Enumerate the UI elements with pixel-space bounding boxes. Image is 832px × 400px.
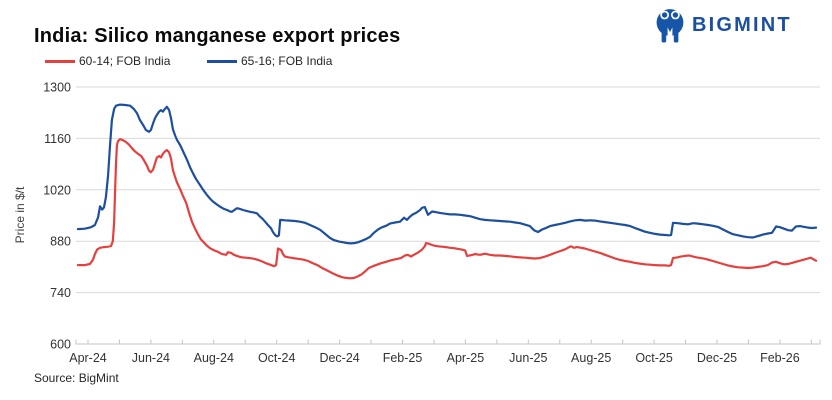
legend-label: 65-16; FOB India bbox=[241, 54, 333, 68]
y-tick-label: 1160 bbox=[44, 132, 71, 146]
x-tick-label: Feb-26 bbox=[760, 351, 800, 365]
page-title: India: Silico manganese export prices bbox=[34, 25, 401, 47]
chart-legend: 60-14; FOB India 65-16; FOB India bbox=[0, 53, 832, 69]
y-tick-label: 740 bbox=[50, 286, 71, 300]
source-note: Source: BigMint bbox=[34, 371, 119, 385]
x-tick-label: Dec-24 bbox=[319, 351, 359, 365]
x-tick-label: Apr-25 bbox=[447, 351, 485, 365]
x-tick-label: Jun-24 bbox=[132, 351, 170, 365]
y-tick-label: 880 bbox=[50, 235, 71, 249]
y-tick-label: 600 bbox=[50, 338, 71, 352]
bigmint-logo-icon bbox=[656, 9, 684, 45]
y-tick-label: 1020 bbox=[43, 183, 71, 197]
series-line-60-14 bbox=[76, 138, 818, 280]
x-tick-label: Oct-25 bbox=[635, 351, 673, 365]
legend-swatch-red-line bbox=[45, 59, 75, 63]
bigmint-logo: BIGMINT bbox=[653, 5, 792, 45]
x-tick-label: Dec-25 bbox=[697, 351, 737, 365]
x-tick-label: Oct-24 bbox=[258, 351, 296, 365]
y-axis-title: Price in $/t bbox=[13, 186, 27, 243]
x-tick-label: Aug-25 bbox=[571, 351, 611, 365]
legend-item-65-16: 65-16; FOB India bbox=[207, 53, 332, 69]
x-tick-label: Apr-24 bbox=[69, 351, 107, 365]
x-tick-label: Feb-25 bbox=[383, 351, 423, 365]
legend-label: 60-14; FOB India bbox=[79, 54, 171, 68]
legend-swatch-blue-line bbox=[207, 59, 237, 63]
x-tick-label: Jun-25 bbox=[509, 351, 547, 365]
legend-item-60-14: 60-14; FOB India bbox=[45, 53, 170, 69]
series-line-65-16 bbox=[76, 103, 818, 245]
bigmint-logo-text: BIGMINT bbox=[692, 13, 792, 36]
y-tick-label: 1300 bbox=[43, 81, 71, 95]
x-tick-label: Aug-24 bbox=[194, 351, 234, 365]
